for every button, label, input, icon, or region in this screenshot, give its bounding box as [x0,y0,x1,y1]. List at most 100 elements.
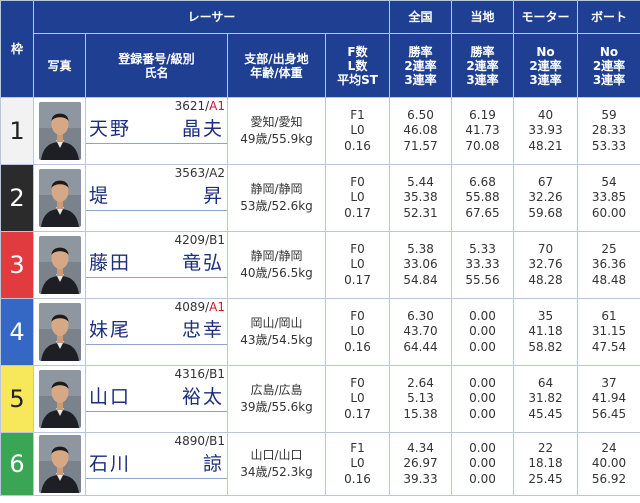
racer-row: 6 4890/B1 石川 諒 [0,432,640,496]
boat-3-rate: 53.33 [591,138,627,153]
racer-name[interactable]: 石川 諒 [86,453,227,479]
branch-age-cell: 山口/山口 34歳/52.3kg [227,432,326,496]
zenkoku-win-rate: 5.44 [407,174,434,189]
registration-number: 4209/ [174,233,210,247]
zenkoku-rates-cell: 6.30 43.70 64.44 [389,298,453,366]
racer-photo [38,169,81,227]
racer-name[interactable]: 堤 昇 [86,185,227,211]
motor-cell: 22 18.18 25.45 [513,432,579,496]
racer-name-cell: 4890/B1 石川 諒 [85,432,228,496]
boat-2-rate: 31.15 [591,324,627,339]
touchi-win-rate: 0.00 [469,440,496,455]
age-weight: 34歳/52.3kg [240,465,313,479]
boat-rates-header: No 2連率 3連率 [577,33,640,98]
motor-number: 70 [537,241,554,256]
touchi-3-rate: 55.56 [465,272,500,287]
l-count: L0 [350,257,365,272]
photo-header: 写真 [33,33,86,98]
zenkoku-2-rate: 5.13 [407,391,434,406]
registration-class: 4209/B1 [87,233,227,249]
fl-st-header: F数 L数 平均ST [324,33,391,98]
motor-2-rate: 32.26 [528,190,563,205]
waku-header: 枠 [0,0,34,98]
boat-2-rate: 28.33 [591,123,627,138]
racer-family-name: 石川 [89,453,132,475]
zenkoku-2-rate: 35.38 [403,190,438,205]
boat-3-rate: 48.48 [591,272,627,287]
touchi-rates-header: 勝率 2連率 3連率 [451,33,515,98]
racer-given-name: 晶夫 [181,118,224,140]
racer-given-name: 昇 [202,185,224,207]
reg-name-header: 登録番号/級別 氏名 [85,33,228,98]
f-count: F0 [350,308,365,323]
racer-photo-cell [33,432,86,496]
motor-2-rate: 41.18 [528,324,563,339]
racer-family-name: 堤 [89,185,111,207]
age-weight: 49歳/55.9kg [240,132,313,146]
registration-number: 3621/ [174,99,210,113]
racer-given-name: 裕太 [181,386,224,408]
fl-st-cell: F1 L0 0.16 [324,97,391,165]
zenkoku-win-rate: 6.50 [407,107,434,122]
motor-number: 67 [537,174,554,189]
branch-age-cell: 広島/広島 39歳/55.6kg [227,365,326,433]
branch-age-cell: 愛知/愛知 49歳/55.9kg [227,97,326,165]
waku-number: 1 [0,97,34,165]
l-count: L0 [350,324,365,339]
touchi-rates-cell: 6.19 41.73 70.08 [451,97,515,165]
touchi-3-rate: 70.08 [465,138,500,153]
registration-number: 3563/ [174,166,210,180]
touchi-win-rate: 6.68 [469,174,496,189]
fl-st-cell: F0 L0 0.17 [324,164,391,232]
racer-group-header: レーサー [32,0,391,34]
touchi-win-rate: 6.19 [469,107,496,122]
racer-name[interactable]: 天野 晶夫 [86,118,227,144]
touchi-win-rate: 0.00 [469,308,496,323]
motor-cell: 40 33.93 48.21 [513,97,579,165]
racer-name-cell: 3621/A1 天野 晶夫 [85,97,228,165]
waku-number: 3 [0,231,34,299]
zenkoku-3-rate: 71.57 [403,138,438,153]
racer-row: 2 3563/A2 堤 昇 [0,164,640,232]
motor-number: 40 [537,107,554,122]
boat-2-rate: 41.94 [591,391,627,406]
f-count: F1 [350,107,365,122]
motor-3-rate: 58.82 [528,339,563,354]
table-header: 枠 レーサー 全国 当地 モーター ボート 写真 登録番号/級別 氏名 支部/出… [0,0,640,98]
registration-class: 4089/A1 [87,300,227,316]
touchi-3-rate: 67.65 [465,205,500,220]
motor-rates-header: No 2連率 3連率 [513,33,579,98]
racer-photo [38,303,81,361]
boat-cell: 54 33.85 60.00 [577,164,640,232]
zenkoku-header: 全国 [389,0,453,34]
f-count: F1 [350,440,365,455]
touchi-2-rate: 41.73 [465,123,500,138]
motor-cell: 70 32.76 48.28 [513,231,579,299]
touchi-3-rate: 0.00 [469,471,496,486]
f-count: F0 [350,174,365,189]
motor-3-rate: 48.28 [528,272,563,287]
average-st: 0.17 [344,272,371,287]
motor-number: 64 [537,375,554,390]
racer-name-cell: 4316/B1 山口 裕太 [85,365,228,433]
boat-3-rate: 60.00 [591,205,627,220]
motor-2-rate: 18.18 [528,456,563,471]
age-weight: 40歳/56.5kg [240,266,313,280]
racer-family-name: 妹尾 [89,319,132,341]
racer-name[interactable]: 妹尾 忠幸 [86,319,227,345]
racer-name[interactable]: 山口 裕太 [86,386,227,412]
racer-photo [38,102,81,160]
motor-cell: 64 31.82 45.45 [513,365,579,433]
motor-number: 22 [537,440,554,455]
registration-number: 4316/ [174,367,210,381]
racer-class: A1 [209,99,225,113]
waku-number: 4 [0,298,34,366]
waku-number: 2 [0,164,34,232]
racer-name[interactable]: 藤田 竜弘 [86,252,227,278]
zenkoku-win-rate: 5.38 [407,241,434,256]
boat-cell: 59 28.33 53.33 [577,97,640,165]
touchi-rates-cell: 5.33 33.33 55.56 [451,231,515,299]
boat-number: 24 [601,440,617,455]
zenkoku-3-rate: 15.38 [403,406,438,421]
